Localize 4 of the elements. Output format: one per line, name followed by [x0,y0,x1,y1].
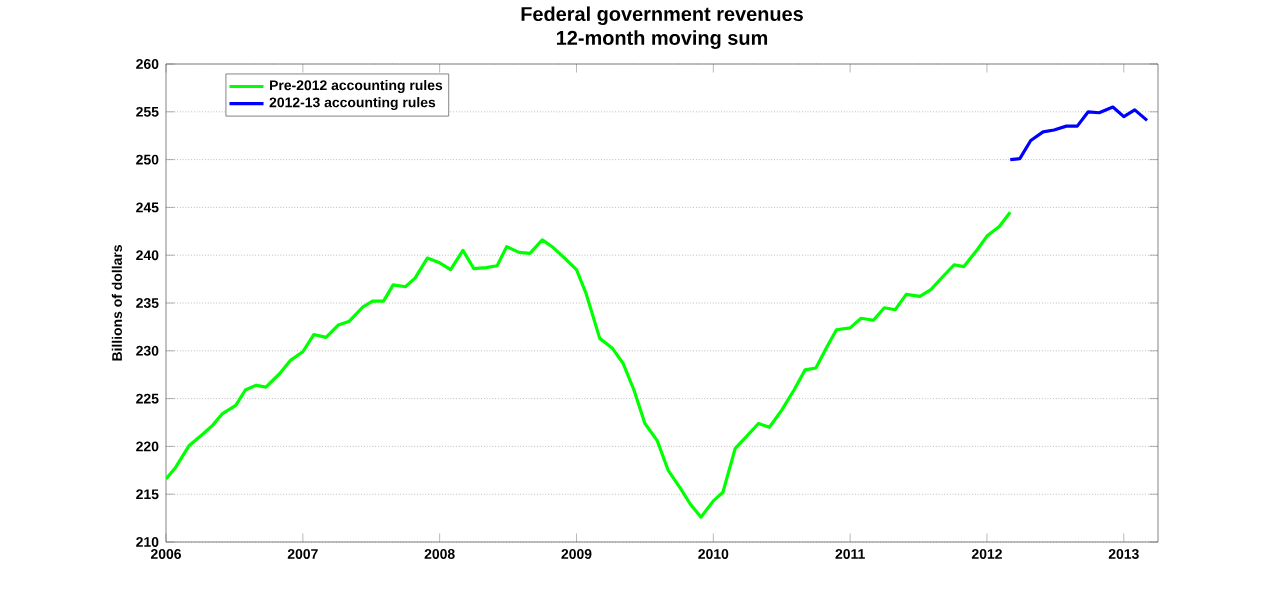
chart-subtitle: 12-month moving sum [556,30,768,49]
line-series [166,210,1012,519]
chart-title: Federal government revenues [521,6,803,26]
line-series [1008,105,1149,162]
